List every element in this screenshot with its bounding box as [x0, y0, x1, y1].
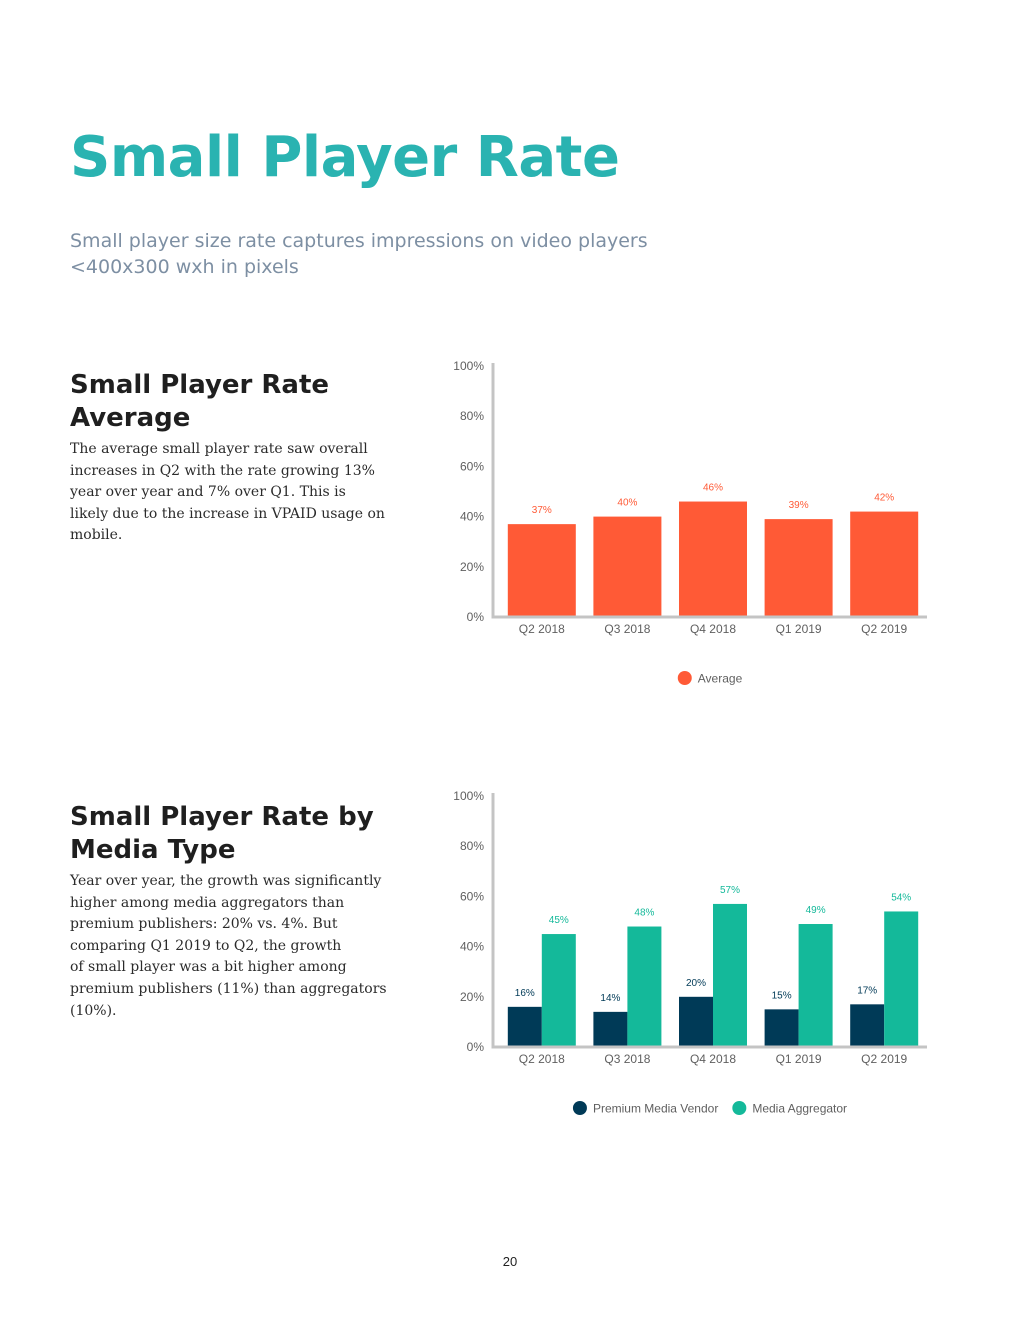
section-body-media-type: Year over year, the growth was significa…	[70, 871, 390, 1022]
media-type-chart-legend-swatch	[732, 1101, 747, 1115]
media-type-chart-data-label: 49%	[806, 905, 826, 916]
body-line: comparing Q1 2019 to Q2, the growth	[70, 937, 342, 954]
average-chart-data-label: 37%	[532, 505, 552, 516]
page-subtitle-line: Small player size rate captures impressi…	[70, 230, 648, 252]
average-chart-data-label: 46%	[703, 483, 723, 494]
media-type-chart-y-tick-label: 100%	[453, 789, 484, 803]
average-chart-x-tick-label: Q2 2019	[861, 622, 907, 636]
body-line: likely due to the increase in VPAID usag…	[70, 505, 385, 522]
average-chart-x-tick-label: Q4 2018	[690, 622, 736, 636]
average-chart-y-tick-label: 100%	[453, 359, 484, 373]
body-line: mobile.	[70, 527, 123, 544]
media-type-chart-data-label: 48%	[634, 908, 654, 919]
media-type-chart-bar	[541, 934, 576, 1047]
media-type-chart-data-label: 57%	[720, 885, 740, 896]
media-type-chart-x-tick-label: Q3 2018	[604, 1052, 650, 1066]
media-type-chart-legend-label: Media Aggregator	[752, 1102, 847, 1116]
body-line: premium publishers (11%) than aggregator…	[70, 980, 387, 997]
average-chart-x-tick-label: Q1 2019	[776, 622, 822, 636]
body-line: higher among media aggregators than	[70, 894, 345, 911]
page-number: 20	[502, 1254, 518, 1269]
section-heading-line: Small Player Rate by	[70, 802, 374, 832]
media-type-chart-legend-swatch	[572, 1101, 587, 1115]
media-type-chart-data-label: 16%	[515, 988, 535, 999]
media-type-chart-y-tick-label: 80%	[460, 839, 484, 853]
average-chart-legend-swatch	[677, 671, 692, 685]
section-heading-average: Small Player Rate Average	[70, 369, 400, 435]
average-chart-bar	[507, 524, 576, 617]
page-title: Small Player Rate	[70, 125, 620, 190]
average-chart-y-tick-label: 60%	[460, 459, 484, 473]
page-subtitle: Small player size rate captures impressi…	[70, 228, 670, 280]
media-type-chart-x-tick-label: Q4 2018	[690, 1052, 736, 1066]
average-rate-chart: 0% 20% 40% 60% 80% 100% 37% Q2 2018 40% Q3 2018 46…	[453, 359, 927, 686]
body-line: year over year and 7% over Q1. This is	[70, 484, 346, 501]
section-heading-media-type: Small Player Rate by Media Type	[70, 801, 400, 867]
average-chart-y-tick-label: 20%	[460, 560, 484, 574]
media-type-chart-bar	[764, 1009, 799, 1047]
section-heading-line: Media Type	[70, 835, 236, 865]
media-type-chart-bar	[593, 1011, 628, 1047]
media-type-chart-data-label: 20%	[686, 978, 706, 989]
media-type-chart-x-tick-label: Q1 2019	[776, 1052, 822, 1066]
section-heading-line: Small Player Rate	[70, 370, 330, 400]
page-subtitle-line: <400x300 wxh in pixels	[70, 256, 299, 278]
media-type-chart-legend: Premium Media Vendor Media Aggregator	[572, 1101, 847, 1116]
media-type-chart-bar	[798, 924, 833, 1047]
media-type-chart-bar	[884, 911, 919, 1047]
media-type-rate-chart: 0% 20% 40% 60% 80% 100% 16% 45% Q2 2018 14% 48% Q3 …	[453, 789, 927, 1116]
media-type-chart-x-tick-label: Q2 2018	[519, 1052, 565, 1066]
average-chart-legend-label: Average	[698, 672, 743, 686]
average-chart-x-tick-label: Q2 2018	[519, 622, 565, 636]
media-type-chart-data-label: 54%	[891, 892, 911, 903]
average-chart-bar	[593, 516, 662, 617]
media-type-chart-bar	[507, 1006, 542, 1047]
media-type-chart-legend-label: Premium Media Vendor	[593, 1102, 718, 1116]
media-type-chart-y-tick-label: 20%	[460, 990, 484, 1004]
average-chart-x-tick-label: Q3 2018	[604, 622, 650, 636]
media-type-chart-bar	[679, 996, 713, 1047]
media-type-chart-y-tick-label: 40%	[460, 940, 484, 954]
media-type-chart-bar	[713, 903, 747, 1047]
body-line: premium publishers: 20% vs. 4%. But	[70, 916, 338, 933]
media-type-chart-data-label: 14%	[600, 993, 620, 1004]
average-chart-legend: Average	[677, 671, 743, 686]
average-chart-y-tick-label: 80%	[460, 409, 484, 423]
media-type-chart-x-tick-label: Q2 2019	[861, 1052, 907, 1066]
average-chart-bar	[850, 511, 919, 617]
media-type-chart-bar	[850, 1004, 885, 1047]
media-type-chart-data-label: 15%	[772, 990, 792, 1001]
average-chart-y-tick-label: 40%	[460, 510, 484, 524]
average-chart-data-label: 40%	[617, 498, 637, 509]
average-chart-data-label: 39%	[789, 500, 809, 511]
average-chart-data-label: 42%	[874, 493, 894, 504]
average-chart-y-tick-label: 0%	[467, 610, 485, 624]
media-type-chart-y-tick-label: 60%	[460, 889, 484, 903]
body-line: Year over year, the growth was significa…	[70, 873, 382, 889]
average-chart-bar	[764, 519, 833, 617]
average-chart-bar	[679, 501, 747, 617]
section-body-average: The average small player rate saw overal…	[70, 439, 390, 547]
media-type-chart-y-tick-label: 0%	[467, 1040, 485, 1054]
media-type-chart-data-label: 17%	[857, 985, 877, 996]
media-type-chart-bar	[627, 926, 662, 1047]
media-type-chart-data-label: 45%	[549, 915, 569, 926]
body-line: of small player was a bit higher among	[70, 959, 347, 976]
body-line: The average small player rate saw overal…	[70, 441, 368, 457]
section-heading-line: Average	[70, 403, 191, 433]
body-line: (10%).	[70, 1002, 117, 1019]
body-line: increases in Q2 with the rate growing 13…	[70, 462, 375, 479]
